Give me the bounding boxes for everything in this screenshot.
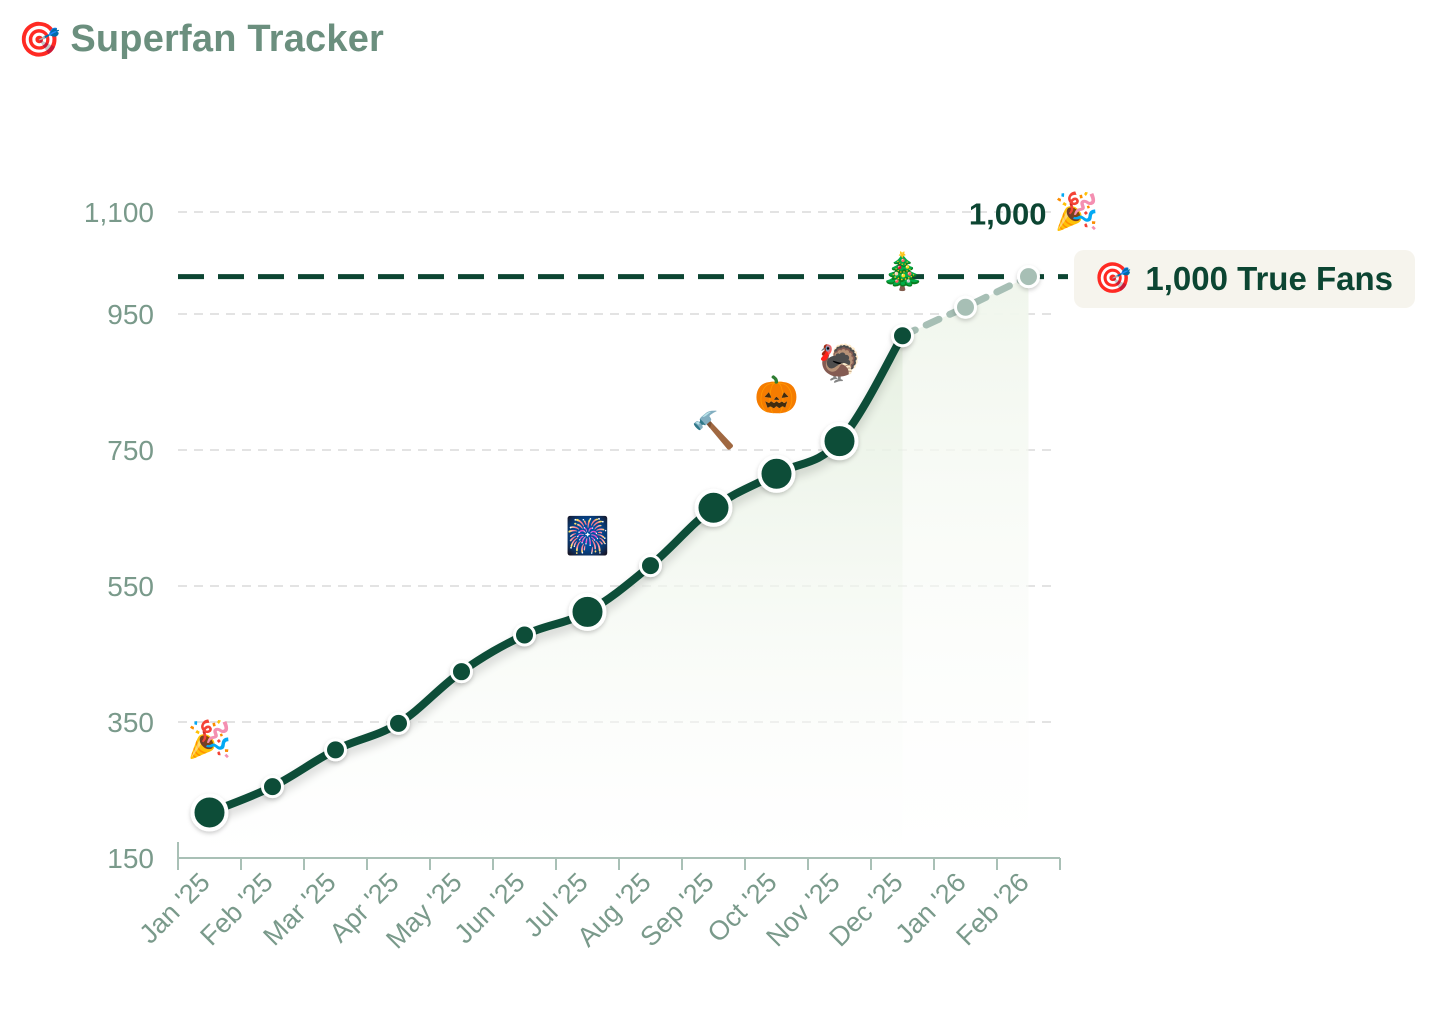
goal-label: 1,000 True Fans bbox=[1145, 260, 1393, 297]
axes bbox=[177, 842, 1061, 870]
target-icon: 🎯 bbox=[1094, 262, 1132, 295]
projected-point bbox=[1017, 265, 1040, 289]
y-tick-label: 350 bbox=[107, 707, 154, 738]
data-point bbox=[513, 623, 536, 647]
y-tick-label: 950 bbox=[107, 299, 154, 330]
data-point bbox=[820, 422, 859, 461]
y-tick-label: 1,100 bbox=[84, 197, 154, 228]
end-emoji: 🎉 bbox=[1054, 191, 1099, 233]
y-tick-label: 750 bbox=[107, 435, 154, 466]
goal-badge: 🎯 1,000 True Fans bbox=[1074, 250, 1415, 308]
milestone-emoji: 🎃 bbox=[754, 374, 799, 416]
data-point bbox=[568, 592, 607, 631]
data-point bbox=[757, 454, 796, 493]
data-points bbox=[190, 265, 1040, 832]
data-point bbox=[261, 775, 284, 799]
data-point bbox=[387, 711, 410, 735]
milestone-emojis: 🎉 🎆 🔨 🎃 🦃 🎄 bbox=[187, 250, 925, 760]
x-tick-label: Jun '25 bbox=[449, 867, 531, 949]
area-actual bbox=[209, 335, 903, 858]
milestone-emoji: 🔨 bbox=[691, 410, 736, 452]
y-tick-label: 550 bbox=[107, 571, 154, 602]
data-point bbox=[639, 554, 662, 578]
data-point bbox=[324, 738, 347, 762]
end-value-label: 1,000 bbox=[969, 197, 1047, 232]
milestone-emoji: 🎉 bbox=[187, 718, 232, 760]
data-point bbox=[190, 793, 229, 832]
area-fill bbox=[209, 276, 1029, 859]
data-point bbox=[450, 660, 473, 684]
page-title: Superfan Tracker bbox=[70, 18, 385, 60]
milestone-emoji: 🦃 bbox=[817, 342, 862, 384]
milestone-emoji: 🎄 bbox=[880, 250, 925, 292]
milestone-emoji: 🎆 bbox=[565, 515, 610, 557]
page-header: 🎯 Superfan Tracker bbox=[18, 18, 384, 61]
data-point bbox=[694, 488, 733, 527]
area-projected bbox=[902, 276, 1029, 859]
target-icon: 🎯 bbox=[18, 20, 61, 59]
data-point bbox=[891, 324, 914, 348]
projected-point bbox=[954, 295, 977, 319]
y-tick-label: 150 bbox=[107, 843, 154, 874]
